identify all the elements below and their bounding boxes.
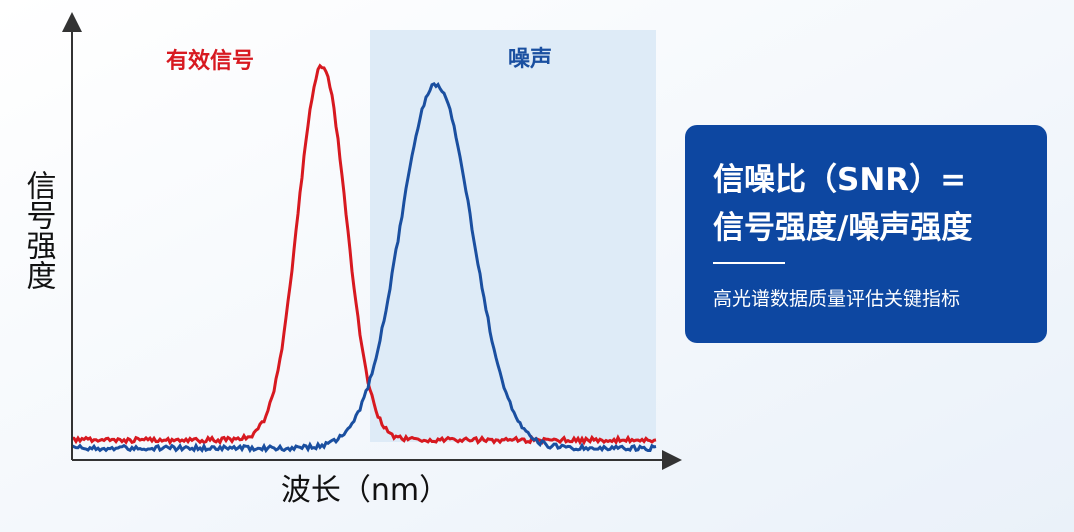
info-subtitle: 高光谱数据质量评估关键指标 (713, 288, 960, 310)
signal-label: 有效信号 (166, 48, 254, 74)
y-axis-label: 信号强度 (21, 170, 57, 290)
spectrum-curve (71, 81, 657, 454)
spectrum-curve (71, 63, 657, 446)
noise-label: 噪声 (508, 47, 552, 72)
x-axis-label: 波长（nm） (281, 473, 449, 508)
info-title: 信号强度/噪声强度 (713, 210, 972, 246)
info-title: 信噪比（SNR）= (713, 162, 966, 198)
info-box (685, 125, 1047, 343)
noise-region (370, 30, 656, 442)
